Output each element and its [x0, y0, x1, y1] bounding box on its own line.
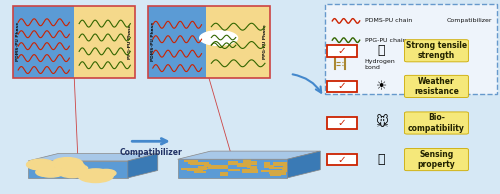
FancyBboxPatch shape [325, 3, 497, 94]
Polygon shape [199, 162, 208, 165]
Polygon shape [219, 165, 228, 169]
Polygon shape [270, 173, 281, 176]
Text: PPG-PU Phase: PPG-PU Phase [263, 24, 267, 59]
Text: Bio-
compatibility: Bio- compatibility [408, 113, 465, 133]
Polygon shape [260, 170, 272, 172]
Text: 🐭: 🐭 [374, 117, 388, 130]
Text: PDMS-PU Phase: PDMS-PU Phase [151, 22, 155, 61]
Polygon shape [273, 162, 287, 166]
Polygon shape [148, 5, 206, 78]
Polygon shape [178, 159, 288, 178]
Polygon shape [190, 162, 200, 165]
Text: Compatibilizer: Compatibilizer [446, 18, 492, 23]
Circle shape [26, 159, 54, 170]
Circle shape [77, 170, 96, 178]
Circle shape [36, 168, 59, 177]
Text: Hydrogen
bond: Hydrogen bond [364, 59, 396, 70]
Polygon shape [250, 166, 258, 169]
Text: Compatibilizer: Compatibilizer [120, 148, 182, 157]
Polygon shape [198, 166, 207, 170]
Text: 🦸: 🦸 [378, 44, 385, 57]
Polygon shape [74, 5, 136, 78]
Polygon shape [206, 5, 270, 78]
Text: PPG-PU Phase: PPG-PU Phase [128, 24, 132, 59]
Polygon shape [282, 166, 293, 168]
Polygon shape [269, 167, 283, 169]
Polygon shape [246, 167, 256, 168]
Circle shape [70, 165, 88, 171]
Polygon shape [28, 161, 128, 178]
Text: PDMS-PU chain: PDMS-PU chain [364, 18, 412, 23]
Polygon shape [208, 165, 220, 169]
Circle shape [38, 167, 64, 177]
Polygon shape [28, 153, 158, 161]
FancyBboxPatch shape [404, 112, 468, 134]
Text: ✓: ✓ [338, 81, 346, 91]
Text: ✓: ✓ [338, 46, 346, 56]
Polygon shape [188, 168, 202, 171]
Text: 🧒: 🧒 [378, 153, 385, 166]
Circle shape [200, 31, 237, 45]
Polygon shape [128, 153, 158, 178]
Text: ✓: ✓ [338, 155, 346, 165]
Circle shape [96, 169, 116, 177]
Text: PDMS-PU Phase: PDMS-PU Phase [16, 22, 20, 61]
Polygon shape [264, 165, 274, 168]
FancyBboxPatch shape [404, 75, 468, 97]
Polygon shape [204, 164, 210, 167]
Polygon shape [243, 158, 250, 161]
Polygon shape [212, 166, 226, 169]
Polygon shape [178, 151, 320, 159]
Text: ✓: ✓ [338, 118, 346, 128]
FancyBboxPatch shape [404, 149, 468, 171]
Polygon shape [264, 162, 270, 165]
Text: Weather
resistance: Weather resistance [414, 77, 459, 96]
Circle shape [78, 169, 114, 183]
Text: ☀: ☀ [376, 80, 387, 93]
Polygon shape [243, 161, 257, 165]
Polygon shape [181, 168, 191, 170]
Text: Sensing
property: Sensing property [418, 150, 456, 169]
Polygon shape [220, 172, 228, 176]
Polygon shape [188, 160, 198, 164]
Polygon shape [276, 170, 285, 174]
FancyBboxPatch shape [404, 40, 468, 62]
Polygon shape [194, 169, 203, 171]
Polygon shape [184, 160, 192, 162]
Polygon shape [276, 171, 286, 175]
Polygon shape [202, 168, 218, 169]
Polygon shape [268, 171, 281, 174]
Polygon shape [288, 151, 320, 178]
FancyBboxPatch shape [328, 45, 357, 57]
Text: PPG-PU chain: PPG-PU chain [364, 38, 406, 43]
Circle shape [58, 167, 86, 178]
Polygon shape [228, 169, 240, 171]
Circle shape [52, 158, 82, 169]
Polygon shape [280, 163, 286, 165]
Polygon shape [228, 161, 238, 165]
FancyBboxPatch shape [328, 117, 357, 129]
Polygon shape [194, 171, 206, 173]
Polygon shape [242, 169, 258, 173]
Circle shape [64, 162, 84, 170]
Polygon shape [13, 5, 74, 78]
FancyBboxPatch shape [328, 154, 357, 165]
Polygon shape [237, 163, 251, 167]
Polygon shape [282, 168, 289, 172]
Text: Strong tensile
strength: Strong tensile strength [406, 41, 467, 61]
FancyBboxPatch shape [328, 81, 357, 92]
